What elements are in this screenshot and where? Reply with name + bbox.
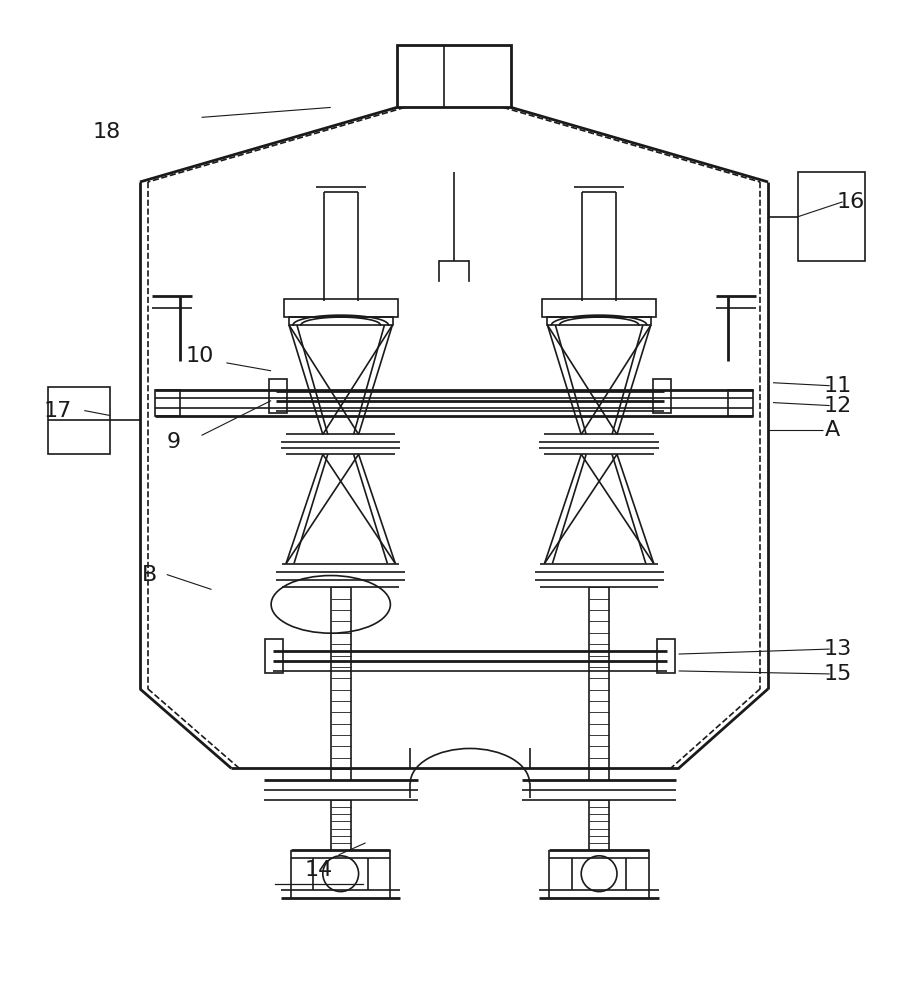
Bar	[289, 317, 393, 325]
Bar	[653, 379, 671, 413]
Bar	[547, 317, 651, 325]
Text: 17: 17	[44, 401, 72, 421]
Text: 14: 14	[305, 860, 333, 880]
Text: 11: 11	[824, 376, 852, 396]
Bar	[283, 299, 398, 317]
Text: 9: 9	[167, 432, 181, 452]
Text: 10: 10	[185, 346, 213, 366]
Bar	[269, 379, 287, 413]
Text: 13: 13	[824, 639, 852, 659]
Text: 18: 18	[93, 122, 122, 142]
Text: 12: 12	[824, 396, 852, 416]
Bar	[48, 387, 110, 454]
Bar	[728, 390, 753, 416]
Text: A: A	[825, 420, 840, 440]
Text: 16: 16	[836, 192, 864, 212]
Bar	[397, 45, 511, 107]
Bar	[155, 390, 180, 416]
Bar	[542, 299, 656, 317]
Bar	[265, 639, 283, 673]
Bar	[656, 639, 675, 673]
Text: 15: 15	[824, 664, 852, 684]
Text: B: B	[143, 565, 157, 585]
Bar	[798, 172, 865, 261]
